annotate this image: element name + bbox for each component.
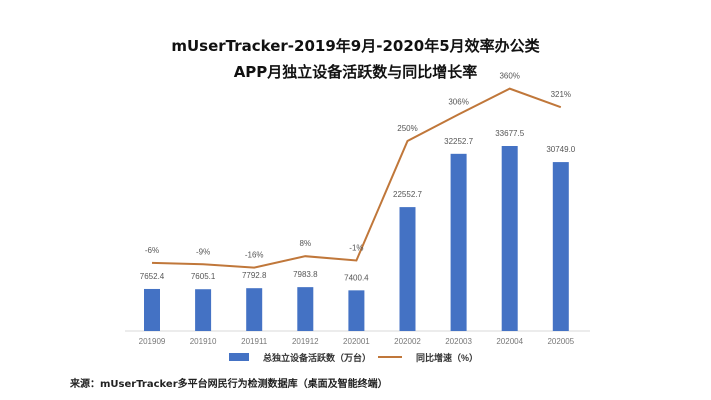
legend-bar-swatch: [229, 353, 249, 361]
bar: [195, 289, 212, 331]
bar: [297, 287, 314, 331]
line-label: 8%: [300, 239, 312, 248]
legend-bar-label: 总独立设备活跃数（万台）: [263, 352, 371, 363]
x-tick-label: 202004: [496, 337, 523, 346]
bar-label: 7792.8: [242, 271, 267, 280]
line-label: 250%: [397, 124, 417, 133]
bar: [348, 290, 365, 331]
bar: [246, 288, 263, 331]
line-label: 306%: [448, 97, 468, 106]
bar-label: 7983.8: [293, 270, 318, 279]
line-label: -1%: [349, 243, 363, 252]
line-label: 321%: [551, 90, 571, 99]
x-tick-label: 201912: [292, 337, 319, 346]
x-tick-label: 202001: [343, 337, 370, 346]
bar: [144, 288, 160, 331]
legend-line-label: 同比增速（%）: [416, 352, 478, 363]
line-label: 360%: [499, 72, 519, 81]
bar: [501, 146, 518, 331]
bar-label: 32252.7: [444, 137, 473, 146]
bar: [450, 153, 467, 331]
line-label: -6%: [145, 246, 159, 255]
x-tick-label: 201909: [139, 337, 166, 346]
source-note: 来源：mUserTracker多平台网民行为检测数据库（桌面及智能终端）: [70, 379, 388, 390]
chart-subtitle: APP月独立设备活跃数与同比增长率: [233, 63, 478, 81]
chart-title: mUserTracker-2019年9月-2020年5月效率办公类: [171, 37, 540, 55]
growth-line: [151, 87, 562, 269]
bar-label: 33677.5: [495, 129, 524, 138]
bar-label: 7400.4: [344, 273, 369, 282]
x-tick-label: 202003: [445, 337, 472, 346]
bar-label: 22552.7: [393, 190, 422, 199]
bar: [552, 162, 569, 331]
x-tick-label: 202005: [547, 337, 574, 346]
x-tick-label: 201910: [190, 337, 217, 346]
line-label: -16%: [245, 251, 264, 260]
x-tick-label: 201911: [241, 337, 268, 346]
x-tick-label: 202002: [394, 337, 421, 346]
bar-label: 7605.1: [191, 272, 216, 281]
line-label: -9%: [196, 247, 210, 256]
bar: [399, 207, 416, 331]
bar-label: 7652.4: [140, 272, 165, 281]
bar-label: 30749.0: [546, 145, 575, 154]
